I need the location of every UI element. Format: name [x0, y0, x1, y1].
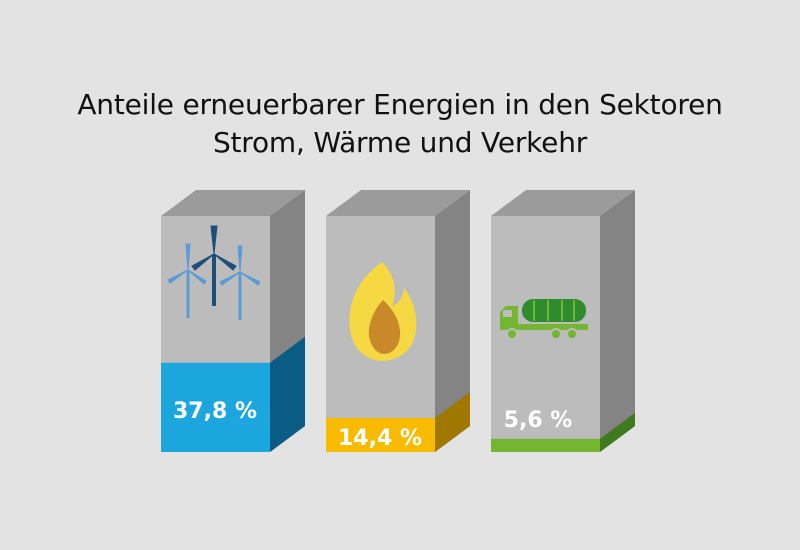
bar-strom-top: [161, 190, 305, 216]
bar-verkehr-fill: [491, 438, 600, 452]
bar-strom-value-label: 37,8 %: [173, 399, 257, 424]
title-line-1: Anteile erneuerbarer Energien in den Sek…: [77, 88, 723, 121]
bar-strom-fill-side: [270, 336, 305, 452]
wind-turbines-icon: [167, 225, 261, 320]
bar-waerme-fill-side: [435, 392, 470, 452]
bar-verkehr-top: [491, 190, 635, 216]
bar-verkehr-fill-side: [600, 412, 635, 452]
flame-icon: [349, 262, 417, 361]
tanker-truck-icon: [500, 299, 588, 340]
bar-strom-fill: [161, 362, 270, 452]
bar-waerme-top: [326, 190, 470, 216]
bar-verkehr-value-label: 5,6 %: [504, 408, 573, 433]
chart-title: Anteile erneuerbarer Energien in den Sek…: [0, 86, 800, 162]
bar-strom: 37,8 %: [161, 190, 305, 452]
bar-verkehr-side: [600, 190, 635, 452]
title-line-2: Strom, Wärme und Verkehr: [212, 126, 588, 159]
bar-waerme-value-label: 14,4 %: [338, 426, 422, 451]
bar-waerme-side: [435, 190, 470, 452]
bar-waerme-fill: [326, 418, 435, 452]
